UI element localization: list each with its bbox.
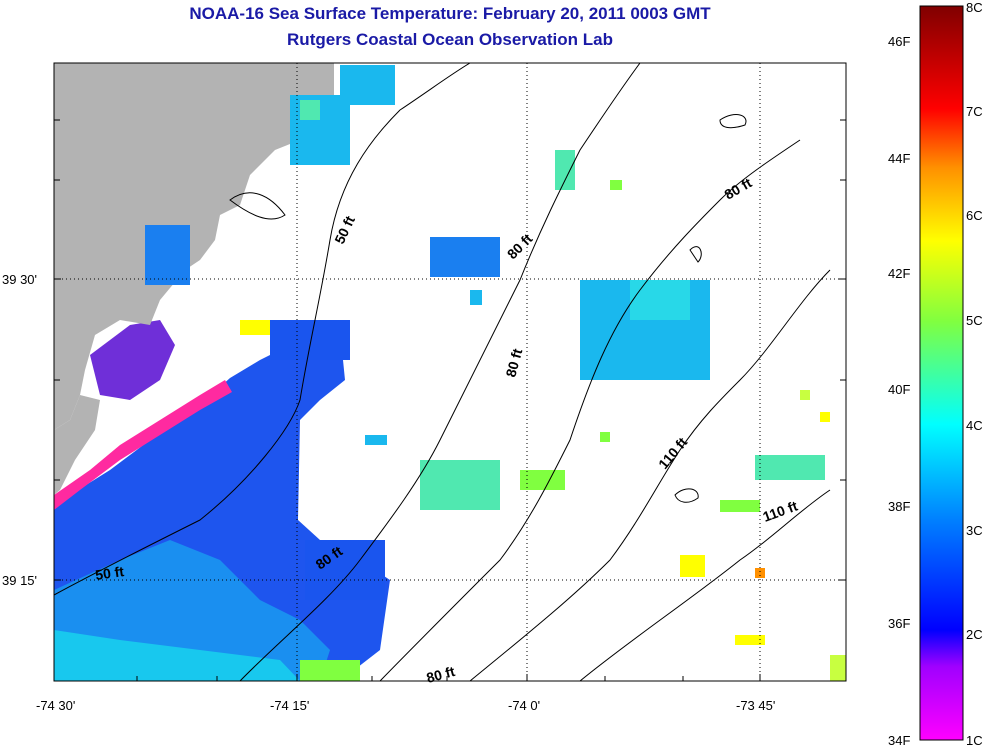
colorbar-c-label: 3C [966, 523, 983, 538]
land-cape [54, 395, 100, 495]
x-tick-label: -74 30' [36, 698, 76, 713]
colorbar-f-label: 38F [888, 499, 911, 514]
colorbar-c-label: 8C [966, 0, 983, 15]
x-tick-label: -73 45' [736, 698, 776, 713]
colorbar-f-label: 34F [888, 733, 911, 748]
axis-ticks [53, 119, 846, 681]
colorbar-c-label: 7C [966, 104, 983, 119]
map-title: NOAA-16 Sea Surface Temperature: Februar… [189, 4, 711, 23]
y-tick-label: 39 30' [2, 272, 38, 287]
sst-cyan-water [54, 630, 300, 681]
x-tick-label: -74 0' [508, 698, 541, 713]
colorbar [919, 5, 964, 741]
colorbar-c-label: 6C [966, 208, 983, 223]
land [54, 63, 334, 430]
sst-bay-pixels [90, 320, 175, 400]
depth-label: 50 ft [94, 563, 125, 583]
colorbar-f-label: 44F [888, 151, 911, 166]
colorbar-c-label: 2C [966, 627, 983, 642]
colorbar-f-label: 46F [888, 34, 911, 49]
depth-contours [54, 63, 831, 681]
colorbar-c-label: 1C [966, 733, 983, 748]
colorbar-f-label: 36F [888, 616, 911, 631]
graticule [54, 63, 846, 681]
colorbar-f-label: 40F [888, 382, 911, 397]
colorbar-f-label: 42F [888, 266, 911, 281]
depth-label: 80 ft [502, 347, 525, 379]
sst-patches [145, 65, 846, 681]
x-tick-label: -74 15' [270, 698, 310, 713]
depth-label: 80 ft [425, 663, 457, 686]
colorbar-c-label: 5C [966, 313, 983, 328]
sst-coastal-strip [54, 380, 232, 510]
map-subtitle: Rutgers Coastal Ocean Observation Lab [287, 30, 613, 49]
y-tick-label: 39 15' [2, 573, 38, 588]
colorbar-c-label: 4C [966, 418, 983, 433]
